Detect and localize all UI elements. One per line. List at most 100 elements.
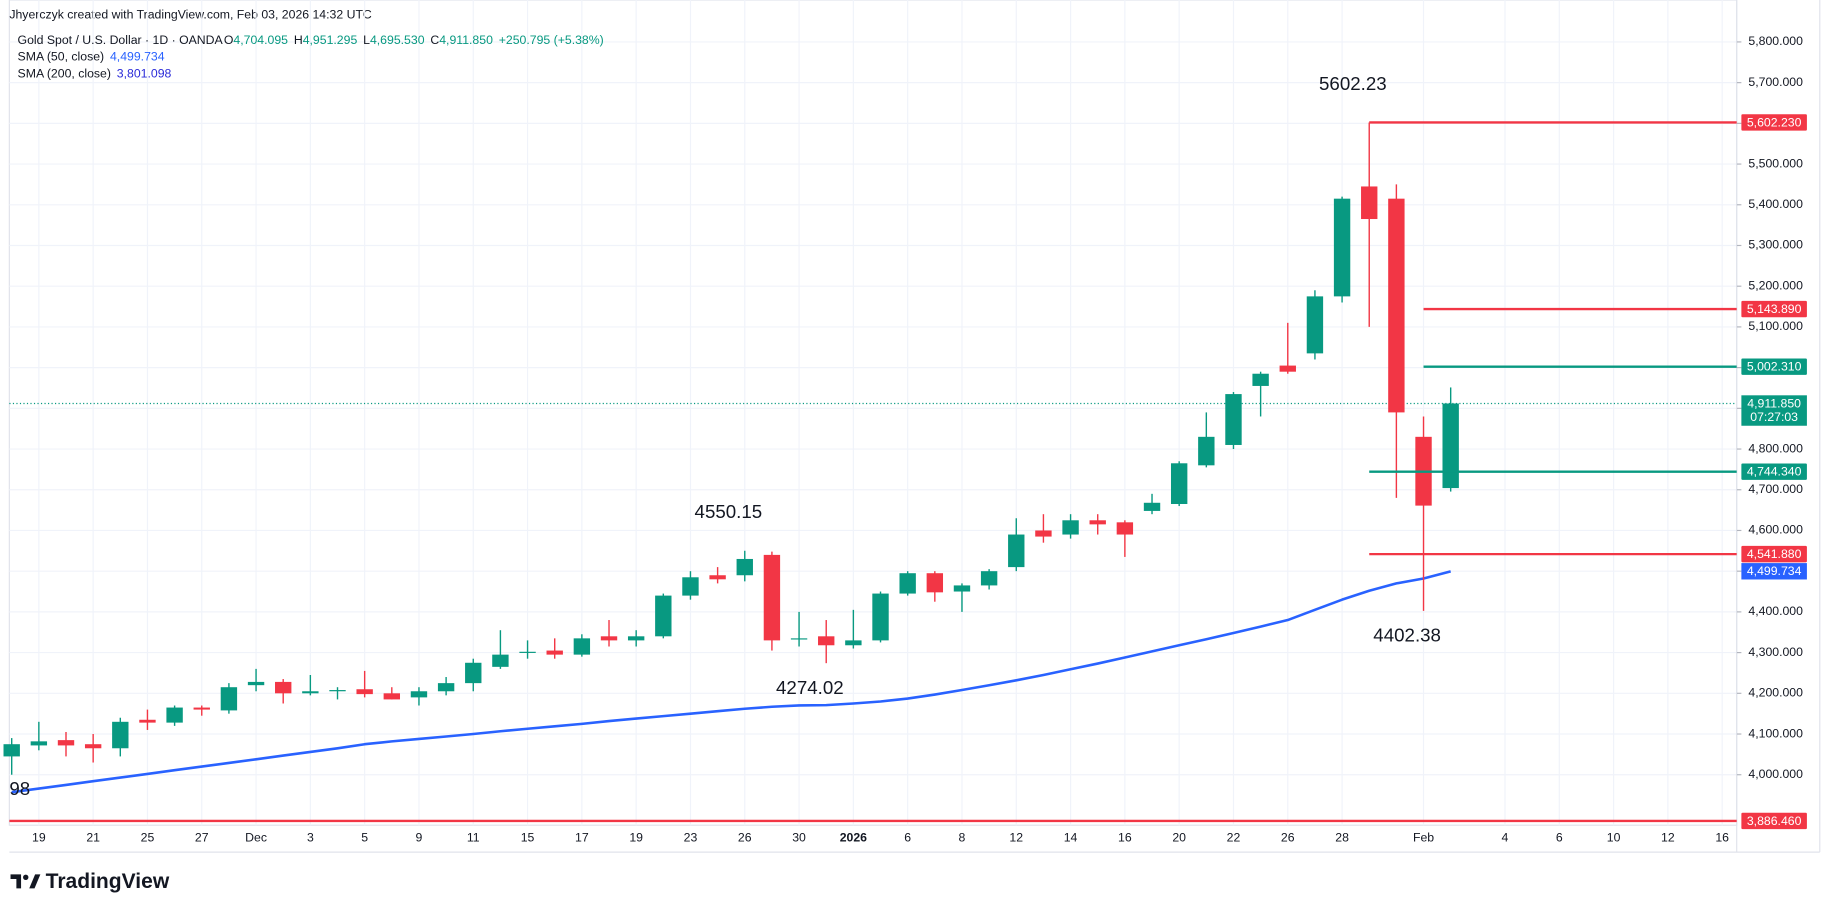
indicator-name: SMA (50, close) (18, 50, 105, 64)
x-tick-label: 9 (416, 830, 423, 844)
candle-body (3, 744, 20, 757)
candle-body (655, 595, 672, 637)
x-tick-label: 16 (1715, 830, 1729, 844)
y-tick-label: 4,600.000 (1748, 523, 1803, 537)
price-label-box (1741, 395, 1807, 426)
x-tick-label: Dec (245, 830, 267, 844)
candle-body (1143, 502, 1161, 511)
legend-key: C (430, 33, 439, 47)
y-tick-label: 5,300.000 (1748, 238, 1803, 252)
x-tick-label: 19 (32, 830, 46, 844)
candle-body (1198, 436, 1215, 466)
candle-body (1279, 365, 1296, 372)
y-tick-label: 5,800.000 (1748, 34, 1803, 48)
countdown: 07:27:03 (1750, 410, 1798, 424)
y-tick-label: 5,200.000 (1748, 278, 1803, 292)
x-tick-label: 25 (141, 830, 155, 844)
legend-value: 4,695.530 (370, 33, 425, 47)
candle-body (383, 693, 401, 700)
level-label-box (1741, 358, 1807, 375)
candle-body (57, 740, 75, 746)
x-tick-label: 21 (86, 830, 100, 844)
x-tick-label: 12 (1661, 830, 1675, 844)
level-label-box (1741, 114, 1807, 131)
x-tick-label: 23 (684, 830, 698, 844)
x-tick-label: 6 (1556, 830, 1563, 844)
x-tick-label: 3 (307, 830, 314, 844)
x-tick-label: 2026 (840, 830, 867, 844)
level-label: 5,002.310 (1747, 360, 1802, 374)
x-tick-label: 15 (521, 830, 535, 844)
y-tick-label: 5,700.000 (1748, 75, 1803, 89)
candle-body (1035, 530, 1052, 537)
candle-body (275, 681, 292, 694)
logo-icon (10, 874, 41, 889)
legend-ohlc: Gold Spot / U.S. Dollar · 1D · OANDAO4,7… (18, 33, 604, 47)
indicator-value: 4,499.734 (110, 50, 165, 64)
x-tick-label: 28 (1335, 830, 1349, 844)
x-tick-label: 8 (959, 830, 966, 844)
candle-body (546, 650, 563, 655)
candle-body (818, 636, 835, 646)
indicator-value: 3,801.098 (117, 67, 172, 81)
candle-body (1170, 463, 1188, 505)
candle-body (845, 640, 862, 646)
x-tick-label: 19 (629, 830, 643, 844)
candle-body (790, 638, 808, 640)
x-tick-label: 6 (904, 830, 911, 844)
candle-body (437, 683, 455, 692)
candle-body (1116, 522, 1134, 535)
candle-body (1442, 403, 1459, 489)
candle-body (899, 573, 916, 594)
candle-body (1062, 520, 1079, 535)
level-label-box (1741, 463, 1807, 480)
candle-body (193, 707, 210, 710)
x-tick-label: 30 (792, 830, 806, 844)
legend-change: +250.795 (+5.38%) (499, 33, 604, 47)
y-tick-label: 4,000.000 (1748, 767, 1803, 781)
y-tick-label: 4,400.000 (1748, 604, 1803, 618)
candle-body (519, 651, 536, 653)
y-tick-label: 5,400.000 (1748, 197, 1803, 211)
indicator-legend: SMA (200, close) 3,801.098 (18, 67, 172, 81)
x-tick-label: 5 (361, 830, 368, 844)
x-tick-label: Feb (1413, 830, 1434, 844)
level-label: 5,143.890 (1747, 302, 1802, 316)
candle-body (84, 744, 102, 749)
candle-body (465, 662, 482, 684)
y-tick-label: 4,100.000 (1748, 726, 1803, 740)
candle-body (1306, 296, 1324, 354)
candle-body (980, 571, 998, 586)
candle-body (763, 554, 781, 641)
y-tick-label: 4,200.000 (1748, 686, 1803, 700)
x-tick-label: 27 (195, 830, 209, 844)
high-annotation: 4550.15 (695, 501, 763, 522)
level-label-box (1741, 812, 1807, 830)
candle-body (1225, 394, 1242, 445)
x-tick-label: 10 (1607, 830, 1621, 844)
candle-body (220, 687, 238, 711)
y-tick-label: 4,300.000 (1748, 645, 1803, 659)
candle-body (30, 741, 48, 746)
legend-symbol: Gold Spot / U.S. Dollar · 1D · OANDA (18, 33, 224, 47)
candle-body (166, 707, 183, 723)
candle-body (410, 691, 428, 698)
candle-body (247, 681, 265, 686)
candle-body (600, 636, 618, 641)
legend-key: L (363, 33, 370, 47)
sma-line (11, 570, 1452, 794)
x-tick-label: 12 (1009, 830, 1023, 844)
x-tick-label: 26 (1281, 830, 1295, 844)
candle-body (302, 691, 319, 694)
candle-body (682, 577, 699, 596)
low-annotation: 4402.38 (1373, 625, 1441, 646)
edge-label: 98 (9, 778, 30, 799)
x-tick-label: 22 (1227, 830, 1241, 844)
x-tick-label: 17 (575, 830, 589, 844)
candle-body (736, 558, 753, 576)
indicator-legend: SMA (50, close) 4,499.734 (18, 50, 165, 64)
candle-body (1008, 534, 1025, 568)
